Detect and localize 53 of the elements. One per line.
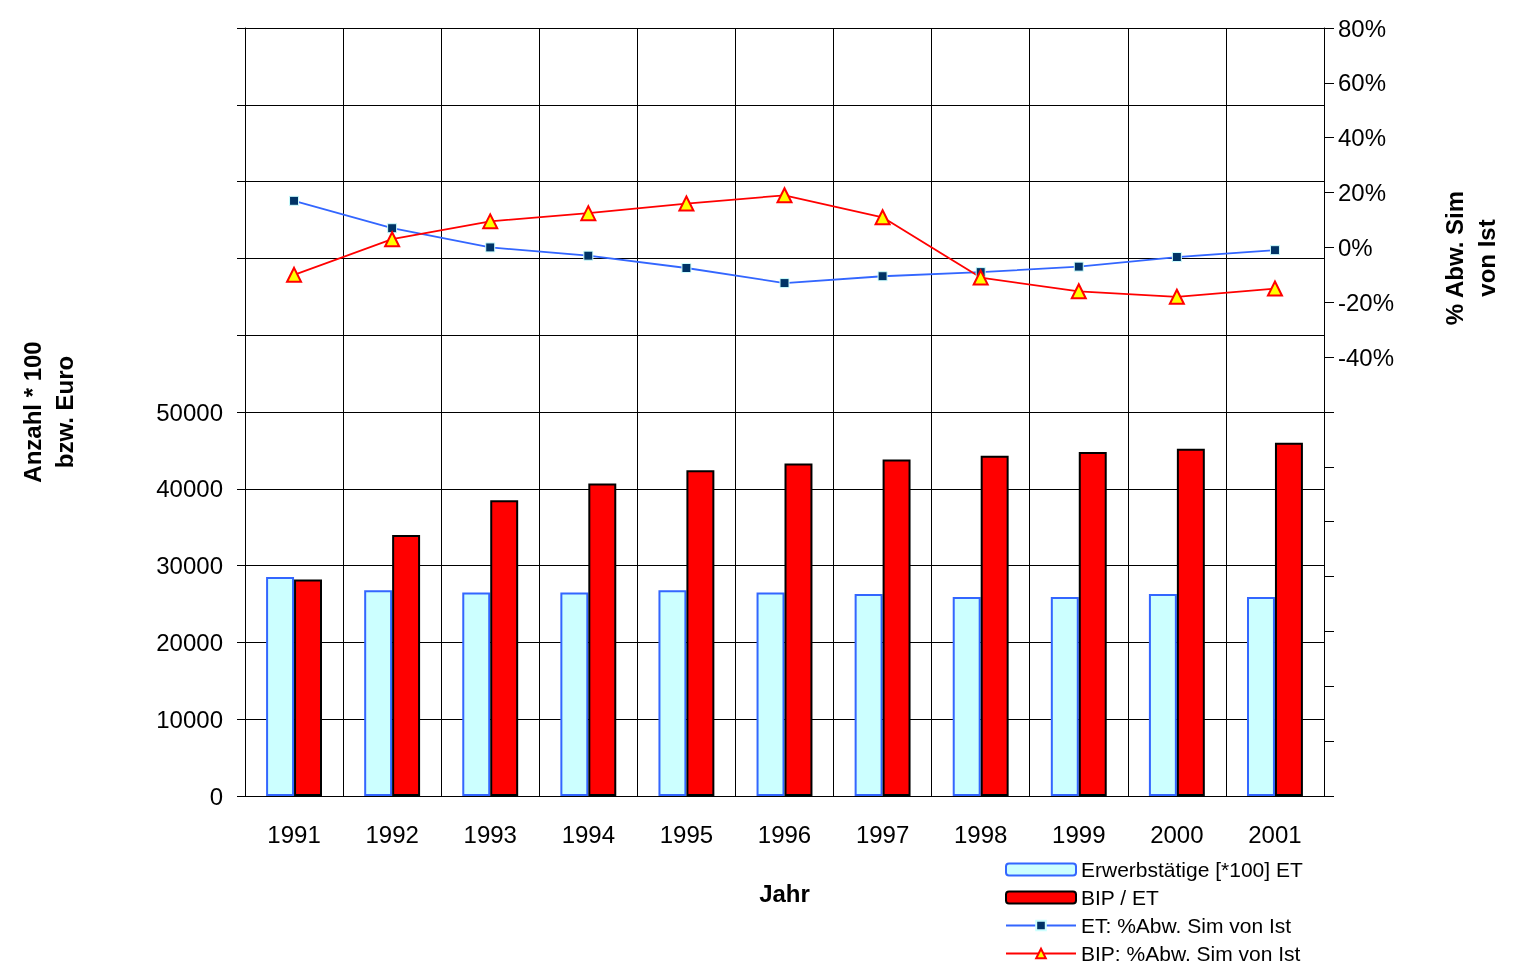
x-tick-label: 1997 xyxy=(855,820,910,848)
x-tick-label: 1995 xyxy=(659,820,714,848)
y2-tick-label: 40% xyxy=(1338,124,1387,152)
bar xyxy=(364,590,393,796)
bar xyxy=(1148,594,1177,796)
x-tick-label: 1996 xyxy=(757,820,812,848)
x-tick-label: 1991 xyxy=(267,820,321,848)
point xyxy=(972,269,989,286)
y2-axis-title: % Abw. Sim von Ist xyxy=(1440,190,1500,326)
legend-label: BIP: %Abw. Sim von Ist xyxy=(1081,942,1301,965)
legend-label: ET: %Abw. Sim von Ist xyxy=(1081,914,1292,937)
x-tick-label: 1992 xyxy=(365,820,419,848)
y2-tick-label: 60% xyxy=(1338,69,1387,97)
x-tick-label: 1998 xyxy=(953,820,1008,848)
y-tick-label: 20000 xyxy=(156,628,223,656)
point xyxy=(482,213,499,230)
bar xyxy=(1247,597,1275,796)
point xyxy=(1168,288,1185,305)
y2-tick-label: 20% xyxy=(1338,179,1387,207)
y2-tick-label: -40% xyxy=(1338,343,1395,371)
y-tick-label: 50000 xyxy=(156,398,223,426)
point xyxy=(384,231,401,248)
y-axis-title: Anzahl * 100 bzw. Euro xyxy=(18,341,78,483)
y-tick-label: 40000 xyxy=(156,475,223,503)
point xyxy=(678,195,695,212)
x-tick-label: 2001 xyxy=(1248,820,1302,848)
x-tick-label: 1993 xyxy=(463,820,517,848)
x-tick-label: 2000 xyxy=(1150,820,1204,848)
legend-label: BIP / ET xyxy=(1081,886,1159,909)
y2-tick-label: -20% xyxy=(1338,288,1395,316)
x-axis-title: Jahr xyxy=(759,879,810,907)
point xyxy=(580,205,597,222)
bar xyxy=(756,592,785,796)
point xyxy=(1266,280,1283,297)
bar xyxy=(952,597,981,796)
y2-tick-label: 0% xyxy=(1338,233,1373,261)
point xyxy=(776,187,793,204)
y-tick-label: 30000 xyxy=(156,552,223,580)
bar xyxy=(854,594,883,796)
bar xyxy=(658,590,687,796)
legend-label: Erwerbstätige [*100] ET xyxy=(1081,858,1303,881)
bar xyxy=(266,577,295,796)
bar xyxy=(1050,597,1079,796)
point xyxy=(1070,283,1087,300)
point xyxy=(286,266,303,283)
x-tick-label: 1999 xyxy=(1052,820,1106,848)
y-tick-label: 10000 xyxy=(156,705,223,733)
bar xyxy=(462,592,491,796)
point xyxy=(874,209,891,226)
x-tick-label: 1994 xyxy=(561,820,616,848)
y2-tick-label: 80% xyxy=(1338,14,1387,42)
y-tick-label: 0 xyxy=(209,782,223,810)
bar xyxy=(560,592,589,796)
